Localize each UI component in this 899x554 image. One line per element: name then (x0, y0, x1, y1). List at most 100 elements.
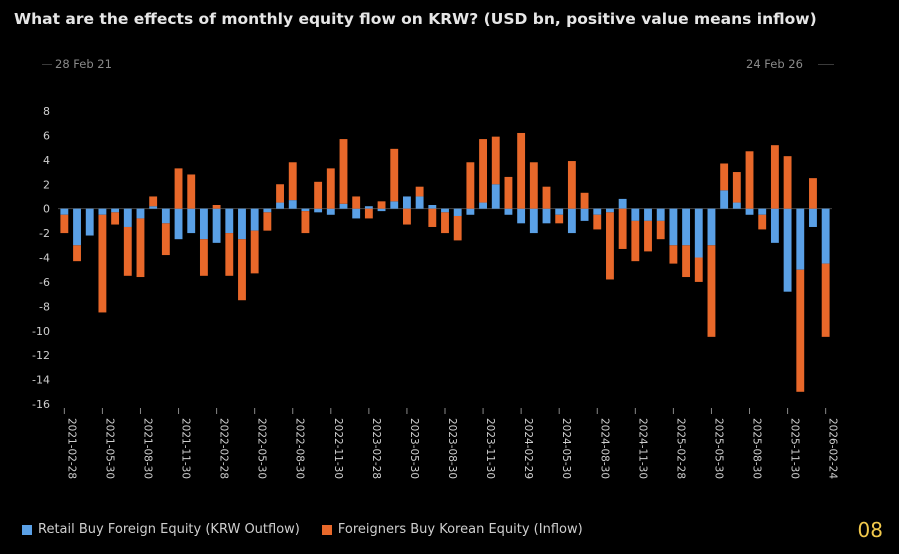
bar-retail (263, 208, 272, 213)
bar-retail (504, 208, 513, 215)
bar-foreigners (352, 196, 361, 209)
bar-retail (720, 190, 729, 209)
bar-retail (352, 208, 361, 219)
y-tick-label: -2 (39, 227, 50, 240)
bar-foreigners (149, 196, 158, 207)
bar-retail (466, 208, 475, 215)
bar-retail (276, 202, 284, 209)
bar-retail (580, 208, 589, 221)
bar-retail (390, 201, 399, 209)
bar-foreigners (606, 212, 614, 280)
bar-retail (770, 208, 779, 243)
y-tick-label: 4 (43, 154, 50, 167)
bar-foreigners (136, 218, 145, 278)
x-tick-label: 2024-05-30 (560, 418, 572, 479)
bar-foreigners (161, 223, 170, 256)
bar-retail (542, 208, 551, 224)
range-end-line (818, 64, 834, 65)
y-tick-label: -16 (32, 398, 50, 411)
bar-foreigners (682, 245, 691, 278)
bar-retail (796, 208, 805, 270)
y-tick-label: -4 (39, 252, 50, 265)
bar-foreigners (720, 163, 729, 191)
bar-foreigners (809, 178, 817, 209)
bar-foreigners (529, 162, 538, 209)
bar-foreigners (796, 269, 805, 392)
bar-foreigners (301, 211, 310, 234)
x-tick-label: 2023-08-30 (446, 418, 458, 479)
bar-foreigners (555, 214, 564, 224)
bar-retail (326, 208, 335, 215)
y-tick-label: -12 (32, 349, 50, 362)
bar-foreigners (567, 161, 576, 209)
bar-retail (238, 208, 246, 240)
bar-retail (682, 208, 691, 246)
legend-item-foreigners[interactable]: Foreigners Buy Korean Equity (Inflow) (321, 522, 583, 537)
bar-retail (250, 208, 259, 231)
bar-foreigners (631, 220, 640, 262)
x-tick-label: 2024-11-30 (636, 418, 648, 479)
bar-foreigners (669, 245, 678, 264)
bar-foreigners (453, 215, 462, 241)
bar-foreigners (174, 168, 183, 209)
bar-retail (174, 208, 183, 240)
x-tick-label: 2022-02-28 (218, 418, 230, 479)
bar-foreigners (238, 239, 246, 301)
corner-label: 08 (857, 518, 883, 542)
bar-foreigners (466, 162, 475, 209)
bar-retail (85, 208, 94, 236)
bar-foreigners (263, 212, 272, 231)
bar-retail (212, 208, 221, 243)
bar-retail (593, 208, 602, 215)
legend-label-foreigners: Foreigners Buy Korean Equity (Inflow) (337, 522, 583, 537)
range-start-line (42, 64, 52, 65)
legend-label-retail: Retail Buy Foreign Equity (KRW Outflow) (38, 522, 300, 537)
bar-foreigners (326, 168, 335, 209)
bar-retail (441, 208, 449, 213)
bar-retail (403, 196, 411, 209)
bar-foreigners (644, 220, 652, 252)
bar-retail (187, 208, 196, 234)
bar-foreigners (593, 214, 602, 230)
bar-foreigners (339, 139, 348, 204)
x-tick-label: 2022-05-30 (256, 418, 268, 479)
bar-foreigners (656, 220, 665, 240)
bar-foreigners (441, 212, 449, 234)
bar-retail (555, 208, 564, 215)
bar-retail (149, 206, 158, 209)
y-tick-label: -10 (32, 325, 50, 338)
bar-retail (161, 208, 170, 224)
bar-retail (428, 205, 437, 209)
bar-retail (606, 208, 614, 213)
x-tick-label: 2021-08-30 (141, 418, 153, 479)
x-tick-label: 2026-02-24 (827, 418, 839, 479)
bar-retail (136, 208, 145, 219)
bar-retail (415, 196, 424, 209)
y-tick-label: -8 (39, 300, 50, 313)
bar-retail (339, 203, 348, 209)
bar-retail (517, 208, 526, 224)
bar-retail (745, 208, 754, 215)
range-end-label: 24 Feb 26 (746, 57, 803, 71)
bar-retail (644, 208, 652, 221)
legend-item-retail[interactable]: Retail Buy Foreign Equity (KRW Outflow) (22, 522, 300, 537)
bar-retail (631, 208, 640, 221)
bar-foreigners (428, 208, 437, 227)
bar-foreigners (758, 214, 767, 230)
bar-retail (821, 208, 830, 264)
x-tick-label: 2023-05-30 (408, 418, 420, 479)
bar-foreigners (580, 192, 589, 209)
bar-foreigners (745, 151, 754, 209)
bar-retail (314, 208, 323, 213)
bar-foreigners (111, 212, 120, 225)
x-tick-label: 2024-02-29 (522, 418, 534, 479)
bar-retail (783, 208, 792, 292)
range-start-label: 28 Feb 21 (55, 57, 112, 71)
bar-foreigners (276, 184, 284, 203)
bar-foreigners (694, 257, 703, 282)
legend-swatch-retail (22, 524, 32, 535)
bar-retail (529, 208, 538, 234)
bar-foreigners (225, 233, 234, 276)
x-tick-label: 2025-02-28 (674, 418, 686, 479)
